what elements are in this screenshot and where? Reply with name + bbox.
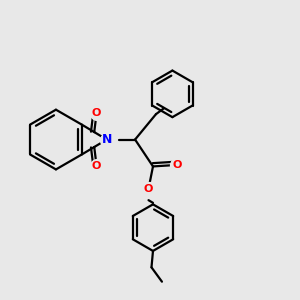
Text: O: O — [144, 184, 153, 194]
Text: O: O — [92, 161, 101, 171]
Text: O: O — [172, 160, 182, 170]
Text: N: N — [101, 133, 112, 146]
Text: O: O — [92, 108, 101, 118]
